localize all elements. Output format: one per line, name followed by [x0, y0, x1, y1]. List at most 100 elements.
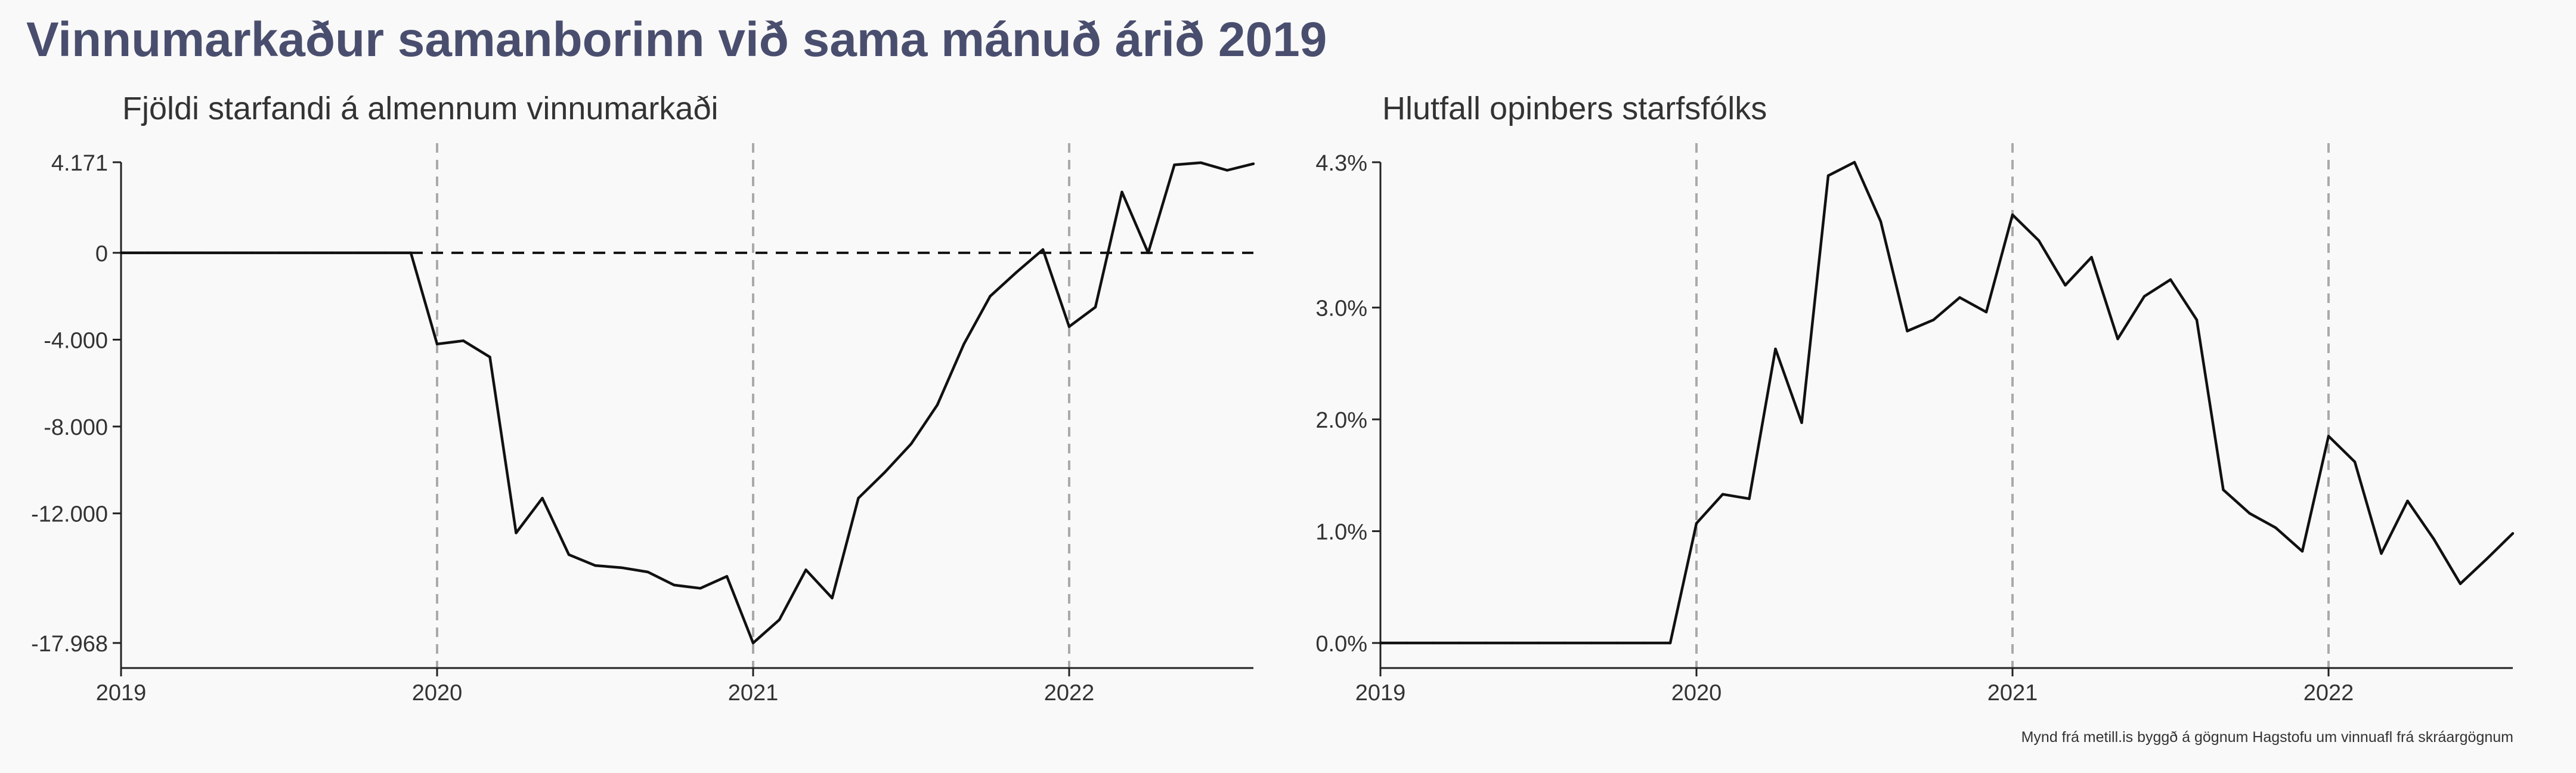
- page-title: Vinnumarkaður samanborinn við sama mánuð…: [26, 13, 1327, 67]
- chart-panel-public-share: Hlutfall opinbers starfsfólks 0.0% 1.0% 2.0…: [1315, 91, 2515, 706]
- chart-title: Hlutfall opinbers starfsfólks: [1382, 91, 1767, 126]
- data-point: [2169, 278, 2172, 282]
- y-tick-label: 3.0%: [1315, 296, 1367, 321]
- data-point: [1616, 641, 1619, 645]
- data-point: [1405, 641, 1408, 645]
- data-point: [2064, 283, 2067, 287]
- data-point: [2353, 460, 2357, 463]
- data-point: [1932, 319, 1935, 321]
- data-point: [2301, 550, 2304, 553]
- data-point: [699, 587, 702, 590]
- data-point: [936, 403, 939, 406]
- data-point: [2327, 435, 2330, 438]
- y-tick-label: -12.000: [31, 502, 108, 527]
- data-point: [1537, 641, 1540, 645]
- data-point: [962, 342, 965, 345]
- data-point: [515, 531, 518, 534]
- data-point: [2274, 526, 2277, 530]
- data-point: [1510, 641, 1514, 645]
- data-point: [1041, 248, 1045, 251]
- data-point: [1668, 641, 1672, 645]
- x-tick-label: 2021: [1987, 681, 2038, 706]
- source-caption: Mynd frá metill.is byggð á gögnum Hagsto…: [2021, 729, 2513, 746]
- data-point: [2222, 488, 2225, 491]
- data-point: [2432, 537, 2435, 540]
- x-tick-label: 2019: [96, 681, 147, 706]
- data-point: [1642, 641, 1645, 645]
- data-point: [1147, 251, 1150, 255]
- data-point: [2195, 319, 2199, 321]
- data-point: [357, 251, 360, 255]
- data-point: [330, 251, 333, 255]
- data-point: [673, 583, 676, 587]
- data-point: [2090, 256, 2093, 259]
- data-point: [1094, 305, 1097, 309]
- data-point: [1120, 190, 1123, 194]
- y-tick-label: -4.000: [44, 328, 108, 353]
- data-point: [567, 553, 571, 556]
- x-tick-label: 2019: [1355, 681, 1406, 706]
- data-point: [462, 339, 465, 342]
- data-point: [831, 596, 834, 599]
- data-point: [2511, 532, 2515, 535]
- data-point: [751, 641, 755, 645]
- data-point: [1225, 169, 1229, 172]
- chart-title: Fjöldi starfandi á almennum vinnumarkaði: [122, 91, 718, 126]
- data-point: [304, 251, 307, 255]
- data-point: [804, 568, 807, 571]
- data-point: [1826, 174, 1830, 177]
- data-point: [778, 618, 781, 622]
- y-tick-label: -8.000: [44, 415, 108, 440]
- data-point: [383, 251, 386, 255]
- data-point: [225, 251, 228, 255]
- y-tick-label: 2.0%: [1315, 408, 1367, 433]
- data-point: [409, 251, 413, 255]
- y-tick-label: 4.171: [51, 151, 108, 176]
- data-point: [2011, 213, 2014, 217]
- data-point: [620, 566, 623, 569]
- data-point: [277, 251, 281, 255]
- data-point: [1800, 421, 1803, 424]
- x-tick-label: 2022: [1044, 681, 1095, 706]
- data-point: [2459, 582, 2462, 585]
- data-point: [2142, 295, 2146, 298]
- data-point: [251, 251, 255, 255]
- y-tick-label: 4.3%: [1315, 151, 1367, 176]
- data-point: [857, 497, 860, 500]
- data-point: [2116, 337, 2119, 341]
- data-point: [1199, 161, 1203, 164]
- data-point: [725, 575, 729, 578]
- data-point: [1484, 641, 1487, 645]
- data-point: [1432, 641, 1435, 645]
- data-point: [1563, 641, 1566, 645]
- data-point: [1015, 271, 1018, 274]
- series-line: [1380, 160, 2514, 645]
- x-tick-label: 2020: [412, 681, 463, 706]
- data-point: [646, 570, 649, 574]
- data-point: [435, 342, 439, 345]
- data-point: [989, 295, 992, 298]
- data-point: [541, 497, 544, 500]
- x-tick-label: 2022: [2303, 681, 2354, 706]
- data-point: [1879, 220, 1883, 223]
- y-tick-label: 0.0%: [1315, 632, 1367, 657]
- data-point: [1252, 162, 1255, 165]
- data-point: [1379, 641, 1382, 645]
- data-point: [883, 471, 887, 474]
- data-point: [2037, 239, 2041, 242]
- y-tick-label: 0: [95, 242, 108, 267]
- data-point: [2248, 512, 2251, 515]
- chart-panel-employment: Fjöldi starfandi á almennum vinnumarkaði…: [31, 91, 1255, 706]
- series-line: [121, 161, 1254, 645]
- data-point: [1067, 325, 1071, 328]
- data-point: [2380, 552, 2383, 555]
- data-point: [1173, 163, 1176, 166]
- data-point: [1748, 497, 1751, 500]
- data-point: [1458, 641, 1461, 645]
- data-point: [2485, 558, 2488, 561]
- x-tick-label: 2020: [1671, 681, 1722, 706]
- data-point: [2406, 499, 2409, 503]
- x-tick-label: 2021: [728, 681, 779, 706]
- data-point: [1958, 296, 1961, 299]
